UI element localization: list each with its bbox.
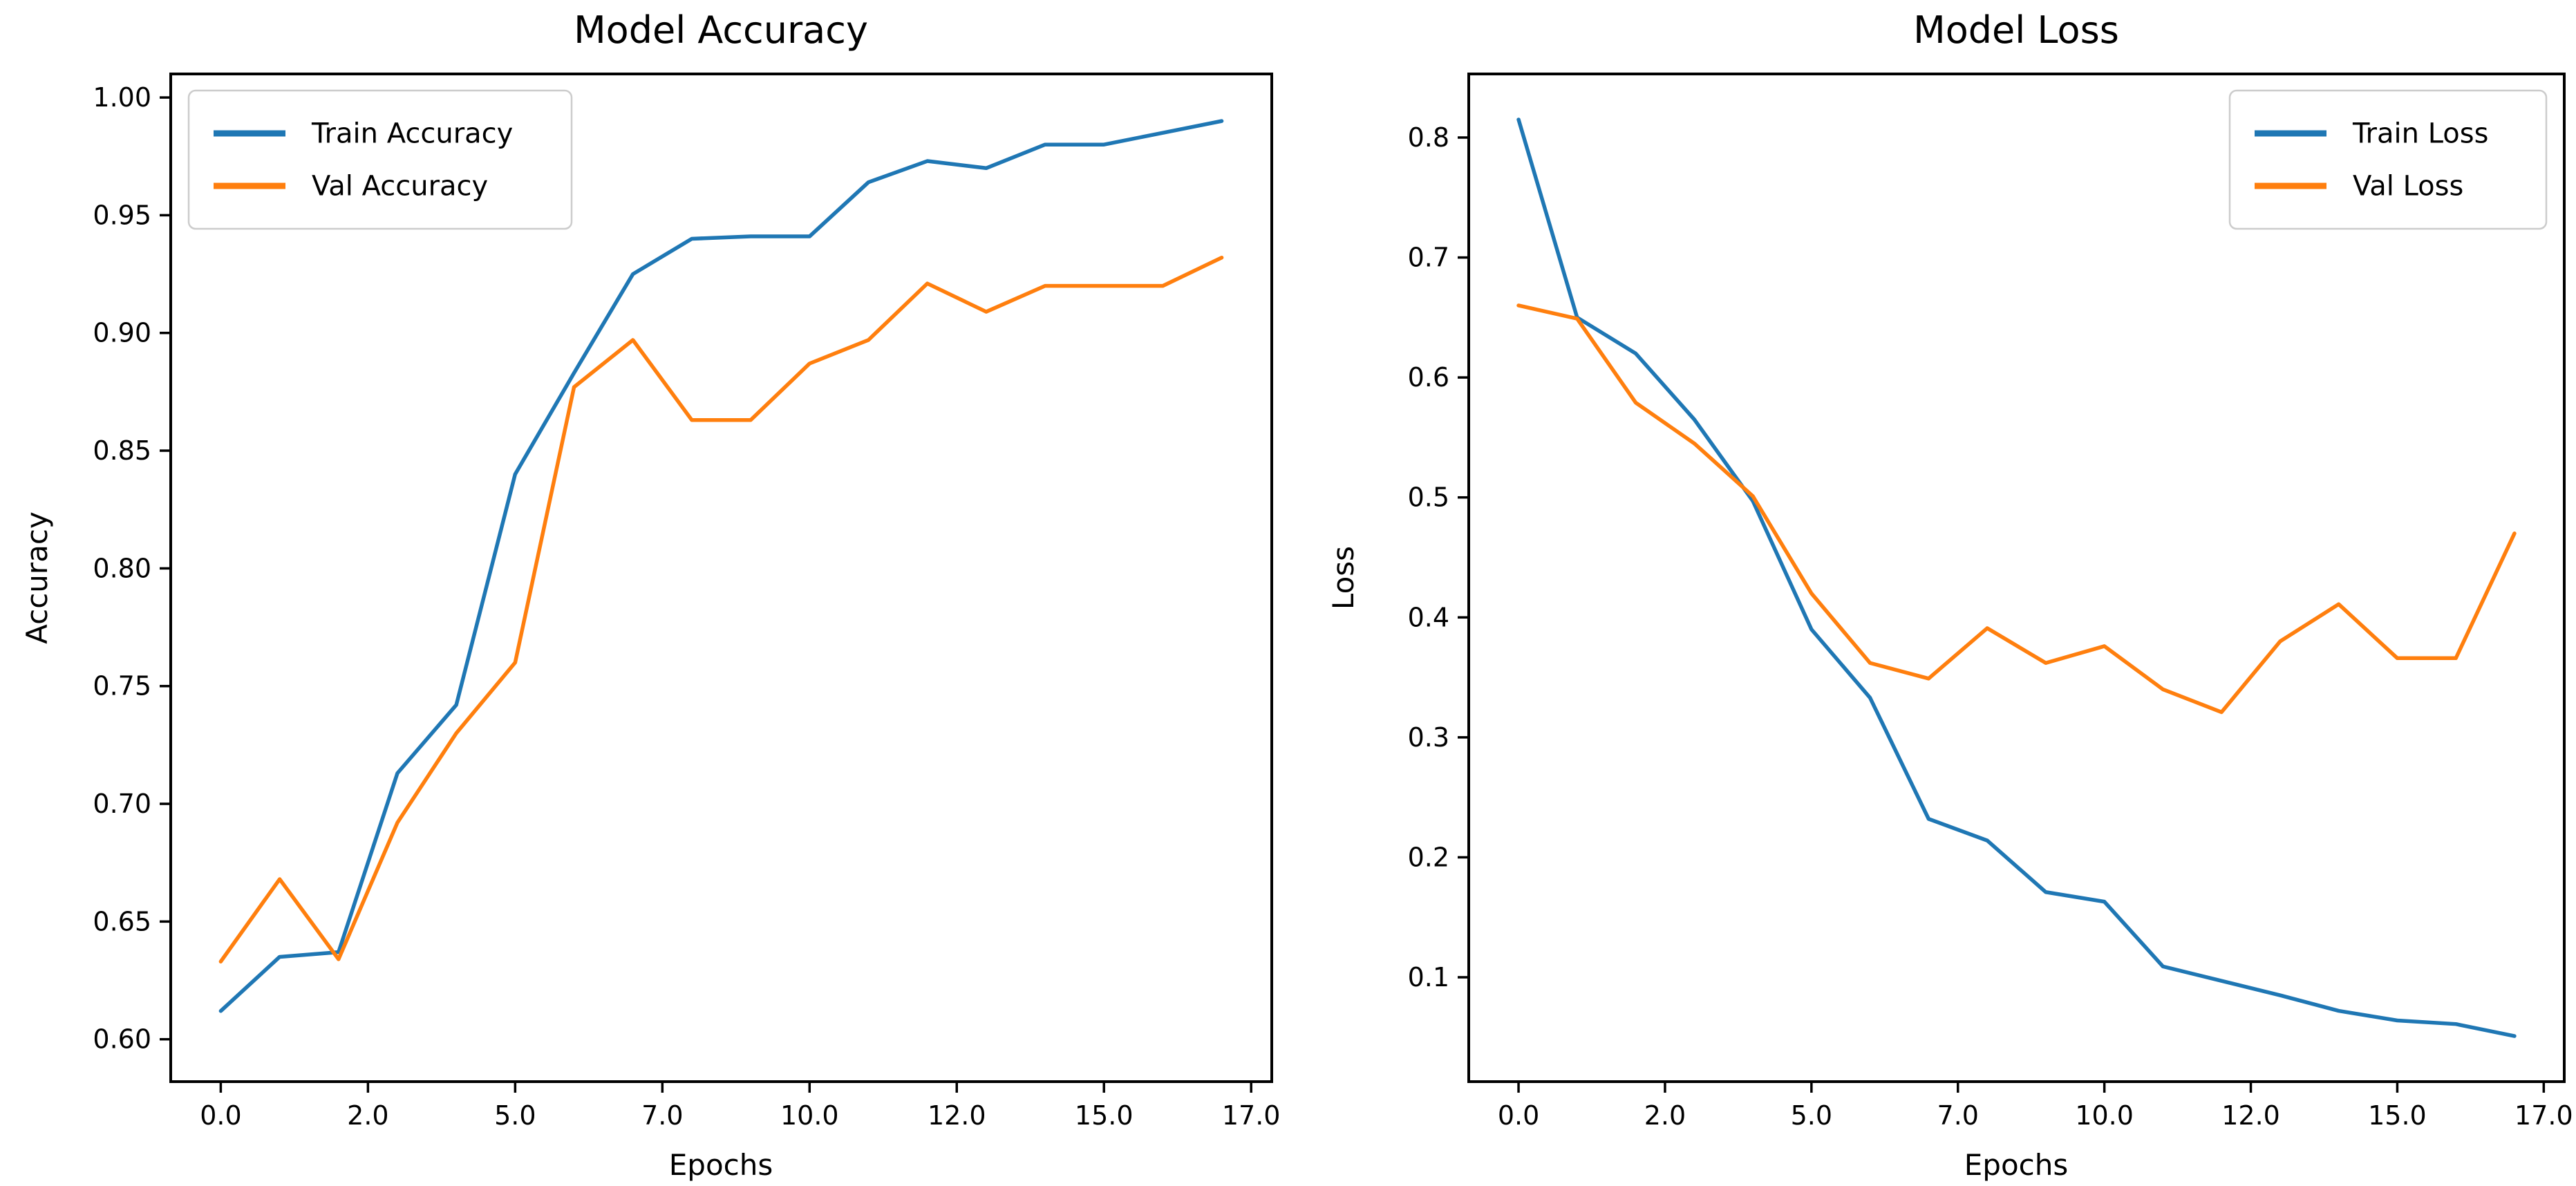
legend-box [2228,89,2548,230]
x-tick-label: 10.0 [2075,1100,2134,1131]
y-tick-label: 0.8 [1408,122,1449,153]
x-tick-label: 17.0 [2514,1100,2573,1131]
y-axis-ticks: 0.60 0.65 0.70 0.75 0.80 0.85 0.90 0.95 1.00 [93,82,171,1055]
x-axis-ticks: 0.0 2.0 5.0 7.0 10.0 12.0 15.0 17.0 [1498,1082,2573,1131]
y-tick-label: 0.60 [93,1024,151,1055]
loss-plot-area: 0.0 2.0 5.0 7.0 10.0 12.0 15.0 17.0 0.1 0.2 0.3 0.4… [1408,73,2573,1131]
loss-chart-title: Model Loss [1913,8,2119,52]
x-tick-label: 2.0 [347,1100,388,1131]
x-tick-label: 17.0 [1222,1100,1281,1131]
x-tick-label: 2.0 [1644,1100,1686,1131]
x-tick-label: 15.0 [2368,1100,2427,1131]
y-tick-label: 0.4 [1408,602,1449,632]
x-tick-label: 0.0 [200,1100,241,1131]
x-tick-label: 7.0 [641,1100,683,1131]
y-tick-label: 0.5 [1408,482,1449,513]
accuracy-chart: Model Accuracy Epochs Accuracy 0.0 2.0 5.0… [20,8,1280,1182]
train-accuracy-legend-label: Train Accuracy [311,118,513,150]
train-accuracy-line [218,119,1224,1013]
y-tick-label: 0.1 [1408,962,1449,992]
accuracy-plot-area: 0.0 2.0 5.0 7.0 10.0 12.0 15.0 17.0 0.60 0.65 0.70… [93,73,1280,1131]
accuracy-yaxis-label: Accuracy [20,511,54,644]
axes-spines [169,73,1273,1083]
y-tick-label: 0.2 [1408,842,1449,872]
val-loss-line [1516,303,2517,715]
accuracy-chart-title: Model Accuracy [574,8,868,52]
y-tick-label: 0.95 [93,200,151,230]
y-tick-label: 0.85 [93,435,151,466]
y-tick-label: 0.7 [1408,243,1449,273]
loss-yaxis-label: Loss [1326,546,1360,610]
y-tick-label: 0.65 [93,906,151,936]
y-axis-ticks: 0.1 0.2 0.3 0.4 0.5 0.6 0.7 0.8 [1408,122,1469,992]
loss-xaxis-label: Epochs [1964,1148,2069,1182]
val-loss-legend-label: Val Loss [2353,171,2463,203]
x-tick-label: 5.0 [1791,1100,1832,1131]
x-tick-label: 5.0 [494,1100,536,1131]
y-tick-label: 0.6 [1408,362,1449,393]
x-tick-label: 12.0 [928,1100,986,1131]
y-tick-label: 0.3 [1408,722,1449,753]
y-tick-label: 1.00 [93,82,151,113]
y-tick-label: 0.75 [93,671,151,702]
legend: Train Accuracy Val Accuracy [187,89,573,230]
y-tick-label: 0.70 [93,789,151,819]
val-accuracy-legend-label: Val Accuracy [312,171,488,203]
x-tick-label: 7.0 [1937,1100,1979,1131]
x-tick-label: 15.0 [1075,1100,1134,1131]
train-loss-legend-label: Train Loss [2352,118,2488,150]
x-tick-label: 0.0 [1498,1100,1539,1131]
legend: Train Loss Val Loss [2228,89,2548,230]
x-tick-label: 10.0 [780,1100,839,1131]
accuracy-xaxis-label: Epochs [669,1148,773,1182]
x-axis-ticks: 0.0 2.0 5.0 7.0 10.0 12.0 15.0 17.0 [200,1082,1280,1131]
y-tick-label: 0.90 [93,318,151,348]
val-accuracy-line [218,255,1224,964]
x-tick-label: 12.0 [2221,1100,2280,1131]
legend-box [187,89,573,230]
train-loss-line [1516,117,2517,1038]
y-tick-label: 0.80 [93,553,151,583]
loss-chart: Model Loss Epochs Loss 0.0 2.0 5.0 7.0 10.0 1… [1326,8,2573,1182]
axes-spines [1467,73,2566,1083]
